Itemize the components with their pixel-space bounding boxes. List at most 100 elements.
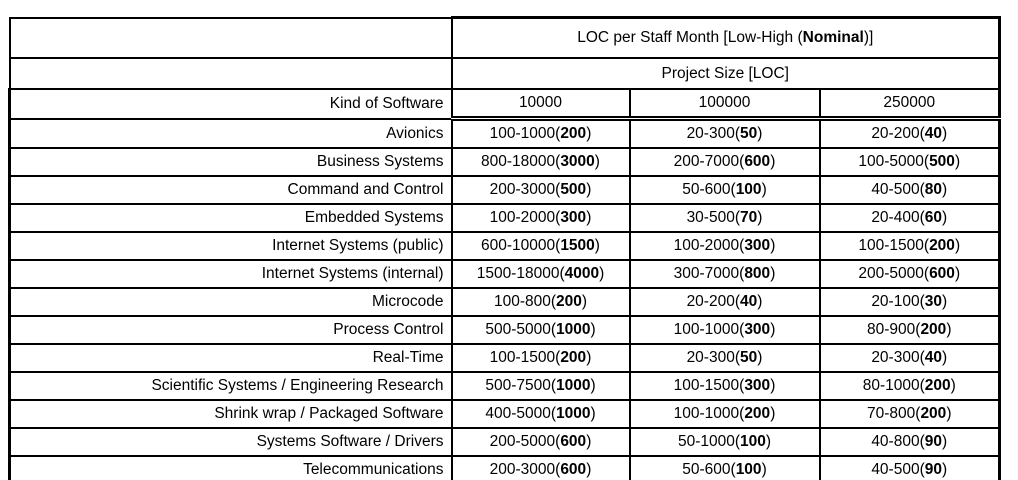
data-cell: 40-500(80): [818, 175, 1001, 205]
loc-range-close: ): [770, 377, 776, 395]
table-row: Process Control 500-5000(1000) 100-1000(…: [8, 315, 1001, 345]
loc-range: 40-800(: [871, 433, 925, 451]
loc-nominal: 600: [560, 433, 587, 451]
loc-nominal: 200: [556, 293, 582, 311]
loc-range-close: ): [590, 377, 596, 395]
loc-range-close: ): [581, 293, 588, 311]
loc-nominal: 100: [735, 181, 762, 199]
loc-nominal: 50: [740, 349, 758, 367]
loc-range: 100-1500(: [489, 349, 561, 367]
column-header-10000: 10000: [450, 88, 631, 121]
loc-range-close: ): [590, 321, 596, 339]
data-cell: 20-300(40): [818, 343, 1001, 373]
data-cell: 40-800(90): [818, 427, 1001, 457]
loc-nominal: 30: [924, 293, 942, 311]
loc-nominal: 300: [744, 237, 771, 255]
loc-range-close: ): [757, 125, 763, 143]
loc-range-close: ): [770, 153, 776, 171]
loc-range-close: ): [586, 461, 592, 479]
table-row: Command and Control 200-3000(500) 50-600…: [8, 175, 1001, 205]
loc-range-close: ): [770, 321, 776, 339]
loc-range: 40-500(: [871, 181, 925, 199]
table-row: Scientific Systems / Engineering Researc…: [8, 371, 1001, 401]
data-cell: 600-10000(1500): [450, 231, 631, 261]
data-cell: 80-1000(200): [818, 371, 1001, 401]
loc-range: 20-300(: [686, 125, 740, 143]
loc-nominal: 500: [560, 181, 587, 199]
data-cell: 20-300(50): [628, 117, 821, 149]
loc-range: 50-600(: [682, 461, 736, 479]
loc-range: 100-1500(: [858, 237, 930, 255]
data-cell: 200-5000(600): [818, 259, 1001, 289]
loc-range-close: ): [770, 237, 776, 255]
row-label: Avionics: [8, 117, 453, 149]
table-row: Embedded Systems 100-2000(300) 30-500(70…: [8, 203, 1001, 233]
loc-nominal: 200: [560, 125, 587, 143]
data-cell: 100-1000(200): [450, 117, 631, 149]
loc-range: 200-3000(: [489, 181, 561, 199]
loc-nominal: 40: [740, 293, 758, 311]
loc-range: 40-500(: [871, 461, 925, 479]
loc-range: 400-5000(: [485, 405, 556, 423]
loc-range-close: ): [594, 237, 600, 255]
loc-nominal: 600: [560, 461, 587, 479]
loc-range-close: ): [586, 209, 592, 227]
title-text-bold: Nominal: [802, 29, 864, 47]
loc-nominal: 40: [924, 125, 942, 143]
loc-range: 70-800(: [867, 405, 921, 423]
data-cell: 200-3000(500): [450, 175, 631, 205]
row-label: Internet Systems (public): [8, 231, 453, 261]
loc-range: 500-5000(: [485, 321, 556, 339]
data-cell: 100-1500(300): [628, 371, 821, 401]
loc-nominal: 1000: [556, 377, 591, 395]
loc-range: 50-600(: [682, 181, 736, 199]
loc-nominal: 500: [929, 153, 955, 171]
loc-range-close: ): [594, 153, 600, 171]
loc-nominal: 3000: [560, 153, 595, 171]
data-cell: 500-5000(1000): [450, 315, 631, 345]
data-cell: 20-400(60): [818, 203, 1001, 233]
loc-range-close: ): [942, 349, 948, 367]
data-cell: 200-5000(600): [450, 427, 631, 457]
loc-nominal: 1500: [560, 237, 595, 255]
table-row: Systems Software / Drivers 200-5000(600)…: [8, 427, 1001, 457]
loc-range-close: ): [757, 349, 763, 367]
loc-range: 100-1500(: [673, 377, 745, 395]
loc-range: 100-1000(: [489, 125, 561, 143]
loc-range: 200-5000(: [489, 433, 561, 451]
table-row: Internet Systems (public) 600-10000(1500…: [8, 231, 1001, 261]
loc-per-staff-month-table: LOC per Staff Month [Low-High (Nominal)]…: [8, 16, 1001, 480]
loc-nominal: 600: [929, 265, 955, 283]
column-header-row: Kind of Software 10000 100000 250000: [8, 88, 1001, 121]
loc-nominal: 300: [744, 377, 771, 395]
row-label: Command and Control: [8, 175, 453, 205]
row-label: Embedded Systems: [8, 203, 453, 233]
loc-range: 100-2000(: [489, 209, 561, 227]
data-cell: 50-600(100): [628, 175, 821, 205]
loc-range: 100-1000(: [673, 321, 745, 339]
loc-range-close: ): [942, 433, 948, 451]
loc-nominal: 600: [744, 153, 771, 171]
loc-range-close: ): [954, 153, 961, 171]
data-cell: 100-1000(200): [628, 399, 821, 429]
loc-range: 800-18000(: [481, 153, 561, 171]
data-cell: 20-200(40): [628, 287, 821, 317]
loc-range-close: ): [946, 321, 952, 339]
loc-range: 100-5000(: [858, 153, 930, 171]
loc-range-close: ): [765, 433, 772, 451]
loc-range: 20-100(: [871, 293, 925, 311]
loc-nominal: 200: [924, 377, 951, 395]
data-cell: 400-5000(1000): [450, 399, 631, 429]
loc-range: 600-10000(: [481, 237, 561, 255]
loc-nominal: 1000: [556, 321, 591, 339]
empty-corner: [8, 16, 453, 59]
loc-nominal: 100: [740, 433, 766, 451]
empty-corner: [8, 57, 453, 90]
data-cell: 100-1000(300): [628, 315, 821, 345]
loc-range-close: ): [954, 265, 961, 283]
loc-range-close: ): [757, 293, 763, 311]
loc-range: 20-200(: [686, 293, 740, 311]
table-row: Shrink wrap / Packaged Software 400-5000…: [8, 399, 1001, 429]
loc-range: 80-1000(: [862, 377, 925, 395]
